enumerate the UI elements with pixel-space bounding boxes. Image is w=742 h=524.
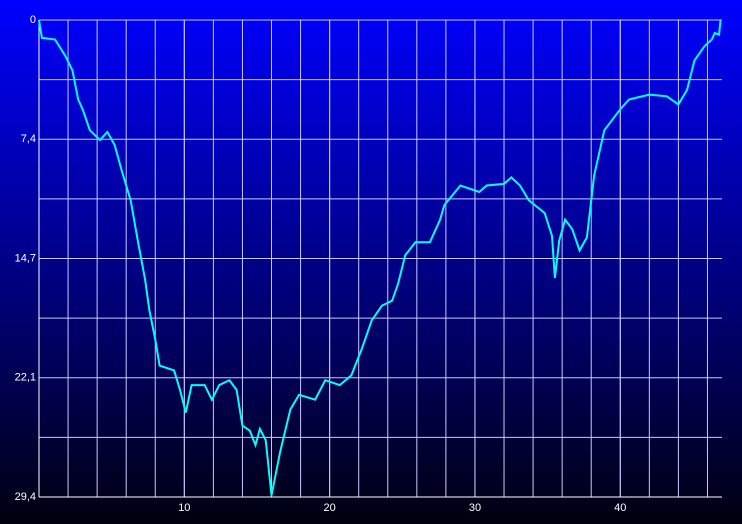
x-tick-label: 20 xyxy=(324,502,336,514)
x-tick-label: 30 xyxy=(469,502,481,514)
y-tick-label: 29,4 xyxy=(15,491,36,503)
y-tick-label: 7,4 xyxy=(21,133,36,145)
x-tick-label: 10 xyxy=(178,502,190,514)
x-tick-label: 40 xyxy=(614,502,626,514)
y-tick-label: 22,1 xyxy=(15,372,36,384)
y-tick-label: 14,7 xyxy=(15,252,36,264)
y-tick-label: 0 xyxy=(30,14,36,26)
depth-line xyxy=(38,19,722,496)
